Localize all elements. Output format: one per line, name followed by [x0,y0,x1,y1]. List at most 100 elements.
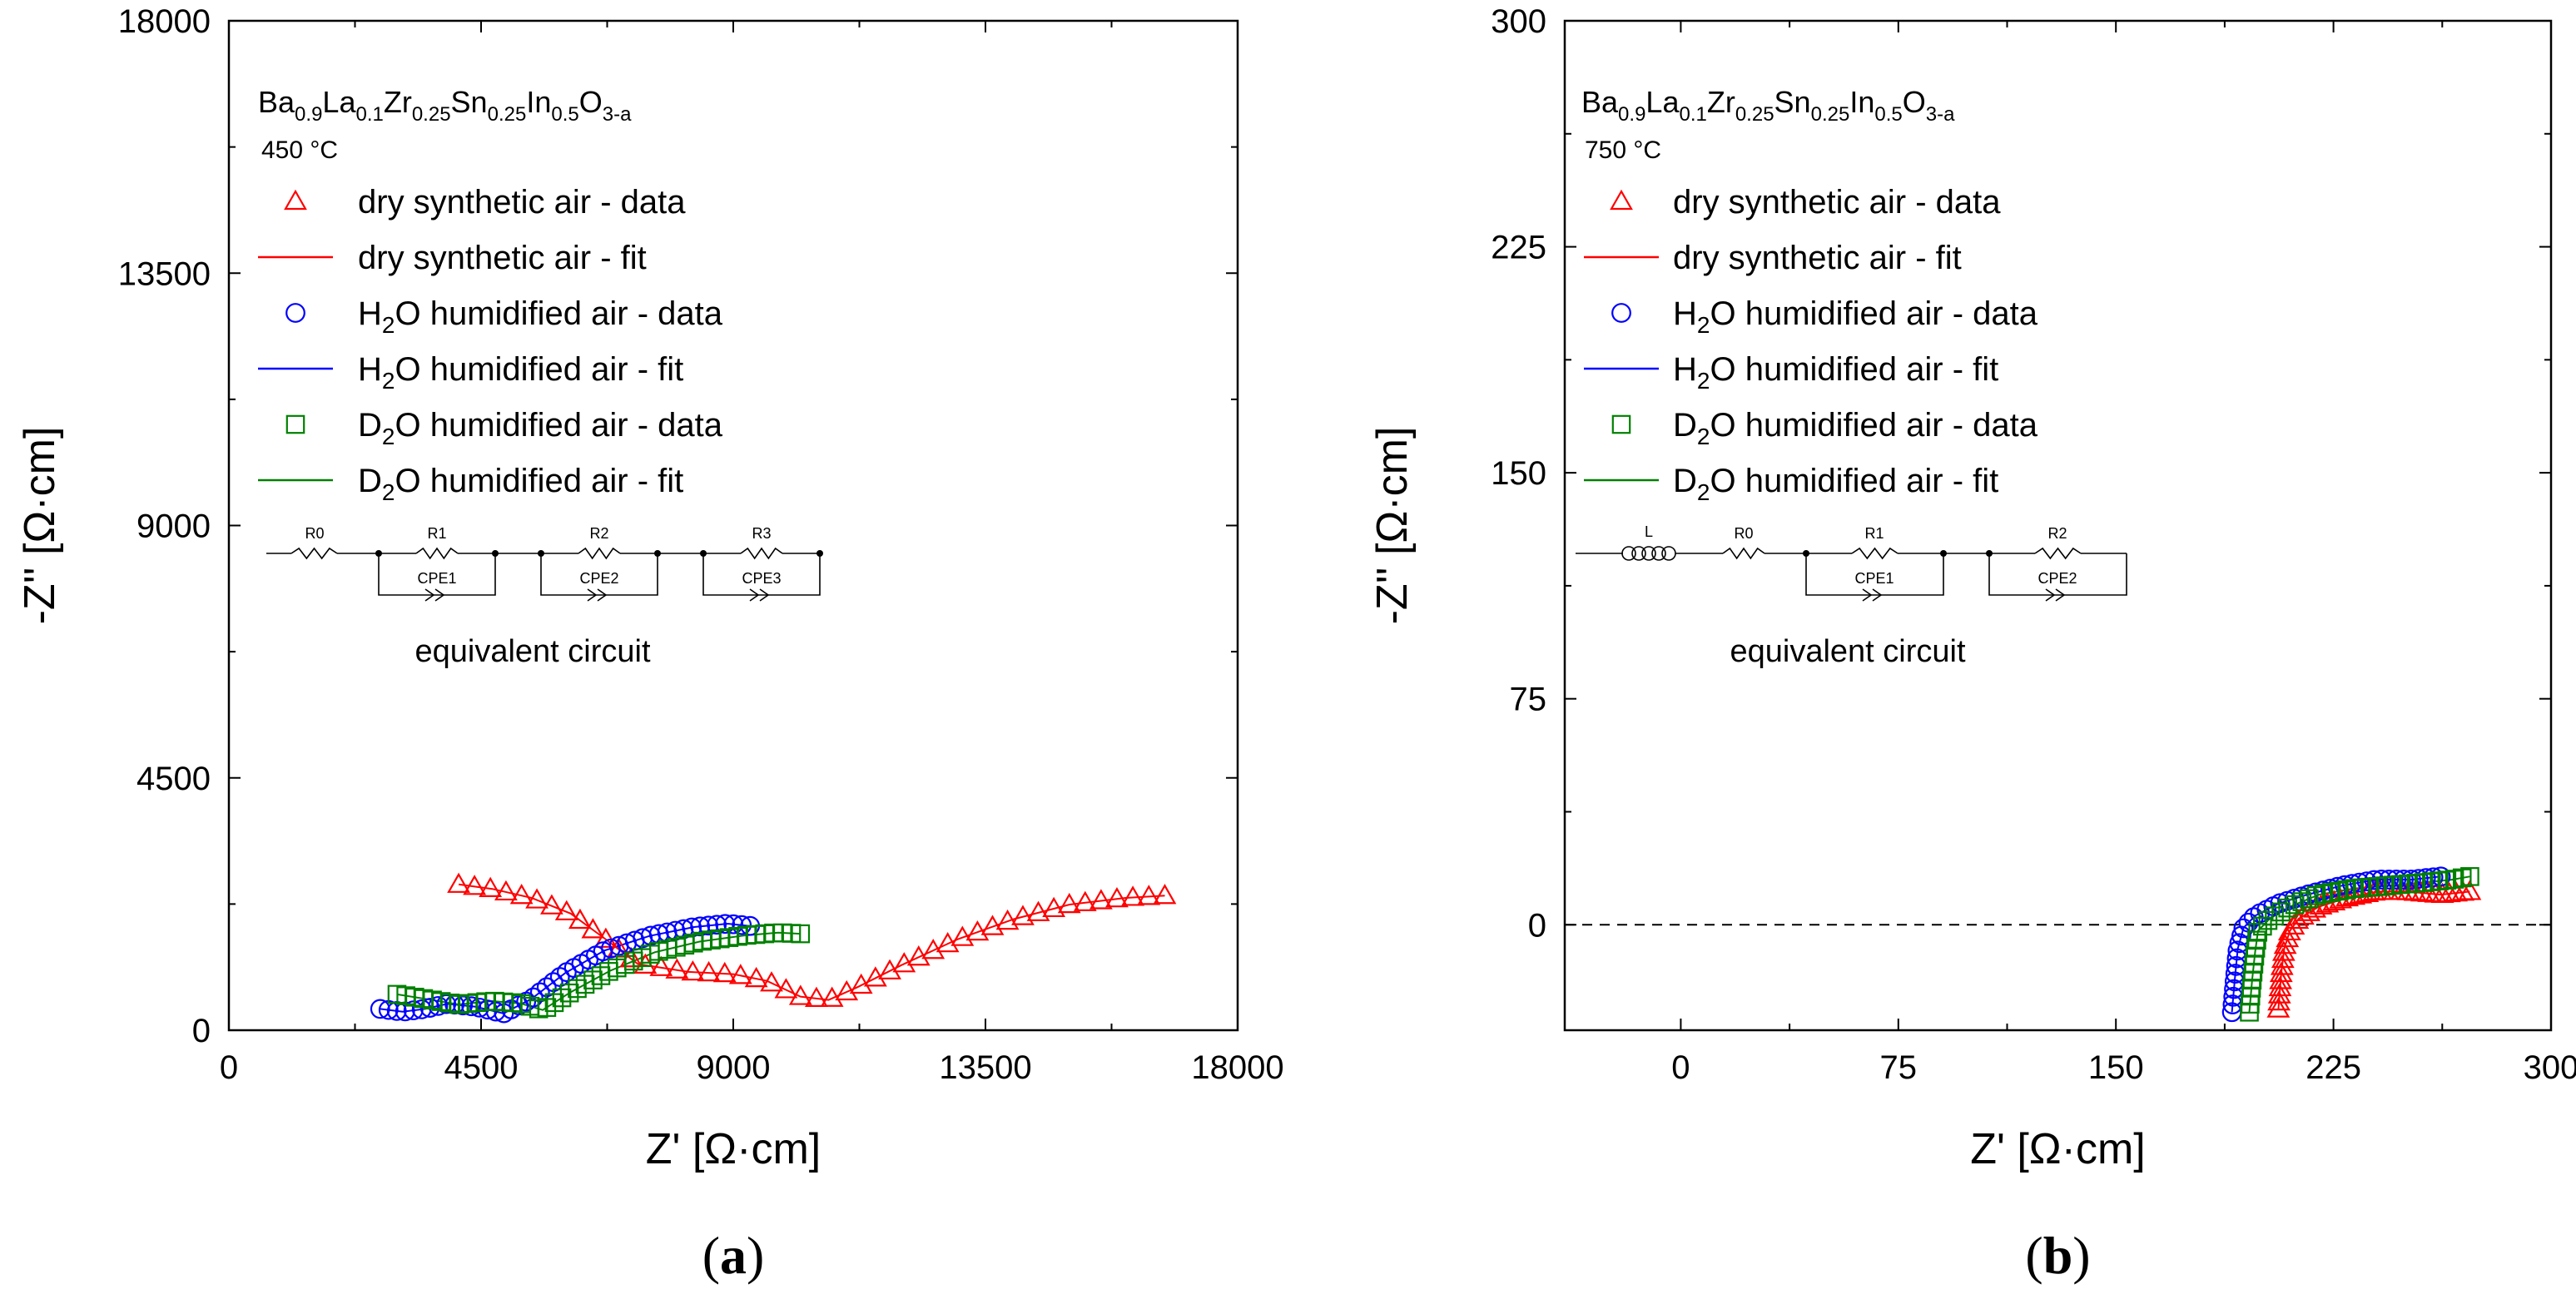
circuit-caption: equivalent circuit [414,634,650,669]
data-point [774,978,798,999]
y-tick-label: 0 [192,1013,211,1049]
legend-label-subscript: 2 [1697,424,1710,449]
data-point [549,967,570,987]
legend-label: H2O humidified air - data [358,295,723,338]
legend-label-subscript: 2 [382,479,395,505]
legend-marker-swatch [1611,414,1631,434]
legend-label-post: O humidified air - data [1710,295,2037,332]
data-point [2300,889,2319,909]
legend-marker-swatch [1610,189,1633,211]
legend-label: dry synthetic air - data [1673,184,2001,221]
panel-b: 0 75 150 225 300 0 75 150 225 300 Z' [Ω·cm] -Z'' [Ω… [1368,3,2576,1285]
stoichiometry-subscript: 0.1 [1679,103,1706,126]
stoichiometry-subscript: 3-a [603,103,632,126]
y-axis-label: -Z'' [Ω·cm] [1368,427,1417,625]
circuit-label-resistor: R3 [752,525,771,542]
cpe-symbol [587,588,608,602]
element-symbol: Ba [258,85,295,119]
circuit-label-cpe: CPE1 [417,570,456,587]
y-tick-label: 13500 [118,255,211,292]
data-point [760,971,783,992]
data-point [805,986,828,1007]
data-point [554,900,578,920]
data-point [525,888,548,909]
data-point [2379,870,2400,890]
data-point [2342,884,2366,905]
data-point [2271,947,2295,969]
x-tick-label: 225 [2305,1049,2361,1086]
legend-label-subscript: 2 [382,312,395,338]
data-point [2269,961,2293,983]
data-point [2356,871,2377,891]
element-symbol: O [579,85,603,119]
resistor-symbol [2034,547,2082,560]
data-point [2386,870,2407,890]
legend-label-text: dry synthetic air - data [358,184,686,221]
legend-marker-swatch [285,414,305,434]
legend-label-pre: H [358,351,382,388]
legend-marker-swatch [285,303,305,323]
panel-a: 0 4500 9000 13500 18000 0 4500 9000 13500 18000 Z'… [16,3,1284,1285]
data-point [2253,916,2272,936]
cpe-symbol [2045,588,2066,602]
data-point [1057,892,1081,914]
legend-label: H2O humidified air - data [1673,295,2038,338]
circuit-label-cpe: CPE1 [1854,570,1894,587]
data-point [681,959,705,981]
data-point [2292,892,2312,911]
legend-label-pre: H [1673,295,1697,332]
legend-marker-swatch [1611,303,1631,323]
data-point [791,924,811,944]
composition-formula: Ba0.9​La0.1​Zr0.25​Sn0.25​In0.5​O3-a​ [1581,85,1955,126]
data-point [1105,886,1129,908]
x-tick-label: 13500 [939,1049,1031,1086]
element-symbol: Zr [1707,85,1735,119]
legend-label-post: O humidified air - fit [395,351,683,388]
circuit-caption: equivalent circuit [1730,634,1965,669]
legend-label: D2O humidified air - data [1673,407,2038,449]
stoichiometry-subscript: 3-a [1926,103,1955,126]
x-tick-label: 150 [2088,1049,2144,1086]
resistor-symbol [290,547,338,560]
data-point [2276,926,2300,948]
circuit-label-cpe: CPE3 [742,570,781,587]
data-point [509,884,534,905]
panel-paren-open: ( [702,1226,720,1285]
data-point [698,915,719,936]
data-point [537,998,557,1017]
data-point [2273,933,2297,954]
composition-formula: Ba0.9​La0.1​Zr0.25​Sn0.25​In0.5​O3-a​ [258,85,632,126]
data-point [403,1000,424,1021]
data-point [494,880,518,901]
data-point [581,918,605,939]
stoichiometry-subscript: 0.5 [551,103,578,126]
circuit-parallel-branch [540,553,658,596]
circuit-label-resistor: R2 [589,525,608,542]
x-tick-label: 9000 [697,1049,771,1086]
data-point [723,914,744,935]
data-point [712,961,737,983]
data-point [593,927,618,948]
circuit-label-resistor: R2 [2047,525,2067,542]
legend-label-text: dry synthetic air - fit [1673,240,1962,276]
circuit-parallel-branch [702,553,821,596]
circuit-label-resistor: R1 [427,525,446,542]
resistor-symbol [578,547,621,560]
y-tick-label: 150 [1491,455,1546,492]
stoichiometry-subscript: 0.9 [1618,103,1645,126]
circuit-parallel-branch [378,553,496,596]
fit-line [458,883,1165,1001]
legend-label-pre: H [358,295,382,332]
data-point [1042,896,1066,918]
legend-label: D2O humidified air - data [358,407,723,449]
data-point [2306,886,2326,905]
legend-marker-swatch [284,189,307,211]
data-point [950,925,975,946]
data-point [463,875,487,895]
panel-paren-close: ) [747,1226,764,1285]
fit-line [2277,890,2470,1009]
data-point [1011,905,1035,925]
data-point [715,914,736,935]
legend-label-post: O humidified air - data [395,407,722,444]
inductor-coil [1651,546,1666,561]
